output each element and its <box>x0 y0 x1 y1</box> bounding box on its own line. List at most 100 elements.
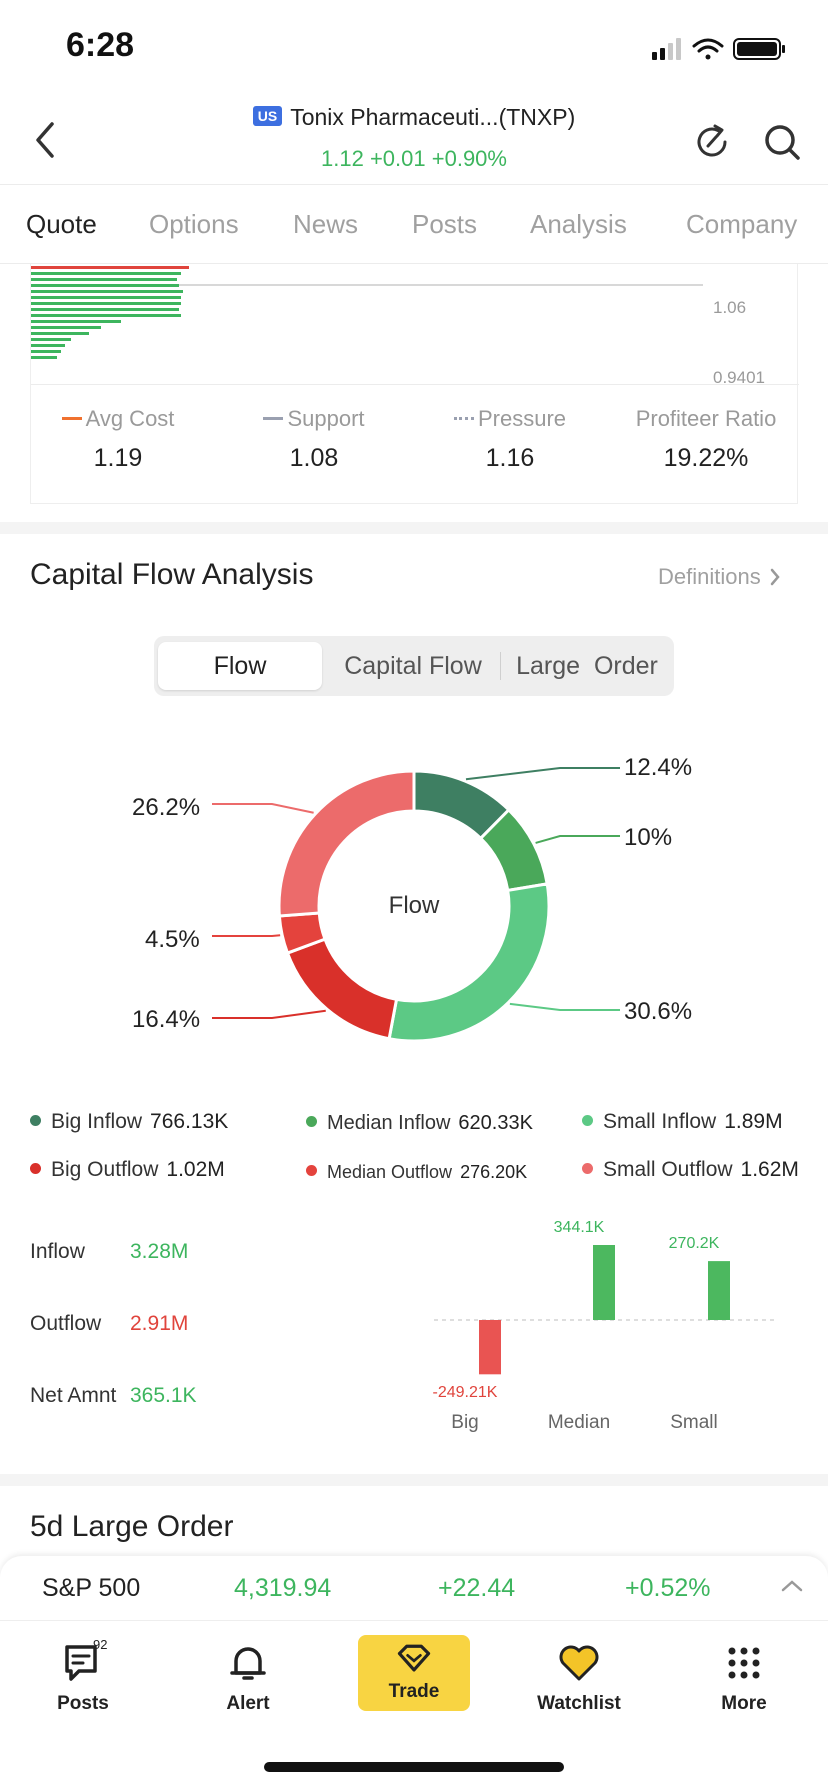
legend-label: Small Outflow <box>603 1158 733 1181</box>
definitions-link[interactable]: Definitions <box>658 564 781 590</box>
search-icon[interactable] <box>762 122 802 162</box>
stat-profiteer-ratio: Profiteer Ratio 19.22% <box>611 406 801 473</box>
slice-label-small-outflow: 26.2% <box>132 794 201 821</box>
donut-center-label: Flow <box>388 892 440 919</box>
index-name: S&P 500 <box>42 1574 141 1602</box>
stat-avg-cost: Avg Cost 1.19 <box>23 406 213 473</box>
legend-median-outflow: Median Outflow 276.20K <box>306 1162 527 1183</box>
distribution-bar <box>31 350 61 353</box>
net-bar-median <box>593 1245 615 1320</box>
net-bar-big <box>479 1320 501 1375</box>
distribution-bar-red <box>31 266 189 269</box>
stat-value: 19.22% <box>663 444 749 472</box>
net-value-label: 344.1K <box>553 1219 605 1236</box>
distribution-bar <box>31 326 101 329</box>
donut-slice-big-outflow <box>285 937 399 1041</box>
section-title: 5d Large Order <box>30 1510 234 1543</box>
stock-title: Tonix Pharmaceuti...(TNXP) <box>290 104 576 130</box>
nav-label: Alert <box>226 1693 270 1714</box>
support-marker <box>263 417 284 420</box>
tab-analysis[interactable]: Analysis <box>530 209 627 239</box>
quote-line: 1.12 +0.01 +0.90% <box>0 146 828 172</box>
distribution-bar <box>31 308 179 311</box>
stat-label: Profiteer Ratio <box>635 406 777 431</box>
back-icon[interactable] <box>30 118 66 162</box>
nav-label: Watchlist <box>537 1693 621 1714</box>
leader-line-small-outflow <box>212 803 314 814</box>
stat-value: 1.16 <box>485 444 535 472</box>
segment-separator <box>500 652 501 680</box>
distribution-bar <box>31 356 57 359</box>
nav-watchlist[interactable]: Watchlist <box>519 1641 639 1715</box>
stat-value: 1.19 <box>93 444 143 472</box>
nav-posts[interactable]: 92 Posts <box>23 1637 143 1715</box>
refresh-icon[interactable] <box>692 122 732 162</box>
net-value-label: 270.2K <box>668 1235 720 1253</box>
flow-segment-control: Flow Capital Flow Large Order <box>154 636 674 696</box>
distribution-bar <box>31 284 179 287</box>
chip-distribution: 1.06 0.9401 Avg Cost 1.19 Support 1.08 P… <box>30 264 801 504</box>
legend-big-inflow: Big Inflow 766.13K <box>30 1110 228 1134</box>
distribution-bar <box>31 338 71 341</box>
quote-tabs: Quote Options News Posts Analysis Compan… <box>0 184 828 264</box>
signal-icon <box>652 38 681 60</box>
legend-value: 1.89M <box>724 1110 783 1133</box>
tab-company[interactable]: Company <box>686 209 798 239</box>
tab-posts[interactable]: Posts <box>412 209 478 239</box>
heart-icon <box>559 1645 599 1681</box>
net-amount-value: 365.1K <box>130 1384 197 1407</box>
inflow-value: 3.28M <box>130 1240 189 1263</box>
segment-flow[interactable]: Flow <box>158 642 322 690</box>
legend-dot <box>306 1116 317 1127</box>
avg-cost-marker <box>61 417 82 420</box>
nav-label: Posts <box>57 1693 109 1714</box>
chevron-up-icon[interactable] <box>780 1576 804 1596</box>
status-icons <box>652 38 785 60</box>
nav-alert[interactable]: Alert <box>188 1641 308 1715</box>
section-divider <box>0 1474 828 1486</box>
legend-label: Big Inflow <box>51 1110 143 1133</box>
legend-value: 620.33K <box>458 1112 533 1134</box>
index-change-pct: +0.52% <box>625 1574 711 1602</box>
section-title: Capital Flow Analysis <box>30 558 314 591</box>
nav-trade[interactable]: Trade <box>358 1635 470 1711</box>
legend-value: 766.13K <box>150 1110 229 1133</box>
net-amount-label: Net Amnt <box>30 1384 117 1407</box>
segment-large-order[interactable]: Large Order <box>516 652 658 680</box>
net-category-label: Median <box>547 1412 611 1433</box>
stat-label: Pressure <box>477 406 567 431</box>
stat-value: 1.08 <box>289 444 339 472</box>
status-time: 6:28 <box>66 26 135 64</box>
stat-support: Support 1.08 <box>219 406 409 473</box>
nav-more[interactable]: More <box>684 1641 804 1715</box>
pressure-marker <box>453 417 474 420</box>
tab-options[interactable]: Options <box>149 209 239 239</box>
net-value-label: -249.21K <box>432 1384 498 1402</box>
outflow-label: Outflow <box>30 1312 102 1335</box>
legend-value: 1.62M <box>740 1158 799 1181</box>
price: 1.12 <box>321 146 364 171</box>
distribution-bar <box>31 302 181 305</box>
tab-news[interactable]: News <box>293 209 359 239</box>
index-value: 4,319.94 <box>234 1574 332 1602</box>
tab-quote[interactable]: Quote <box>26 209 97 239</box>
leader-line-big-inflow <box>465 767 620 781</box>
distribution-bar <box>31 296 181 299</box>
legend-label: Big Outflow <box>51 1158 159 1181</box>
stock-title-row: US Tonix Pharmaceuti...(TNXP) <box>0 104 828 131</box>
index-change: +22.44 <box>438 1574 516 1602</box>
distribution-bar <box>31 314 181 317</box>
index-ticker[interactable]: S&P 500 4,319.94 +22.44 +0.52% <box>0 1556 828 1620</box>
stat-label: Avg Cost <box>85 406 175 431</box>
distribution-bar <box>31 332 89 335</box>
segment-capital-flow[interactable]: Capital Flow <box>344 652 482 680</box>
legend-big-outflow: Big Outflow 1.02M <box>30 1158 225 1182</box>
slice-label-median-outflow: 4.5% <box>145 926 200 953</box>
stat-label: Support <box>287 406 365 431</box>
market-flag: US <box>252 106 283 126</box>
inflow-label: Inflow <box>30 1240 85 1263</box>
home-indicator <box>264 1762 564 1772</box>
price-change-pct: +0.90% <box>431 146 507 171</box>
net-flow-bars <box>434 1245 776 1375</box>
legend-value: 276.20K <box>460 1162 528 1182</box>
